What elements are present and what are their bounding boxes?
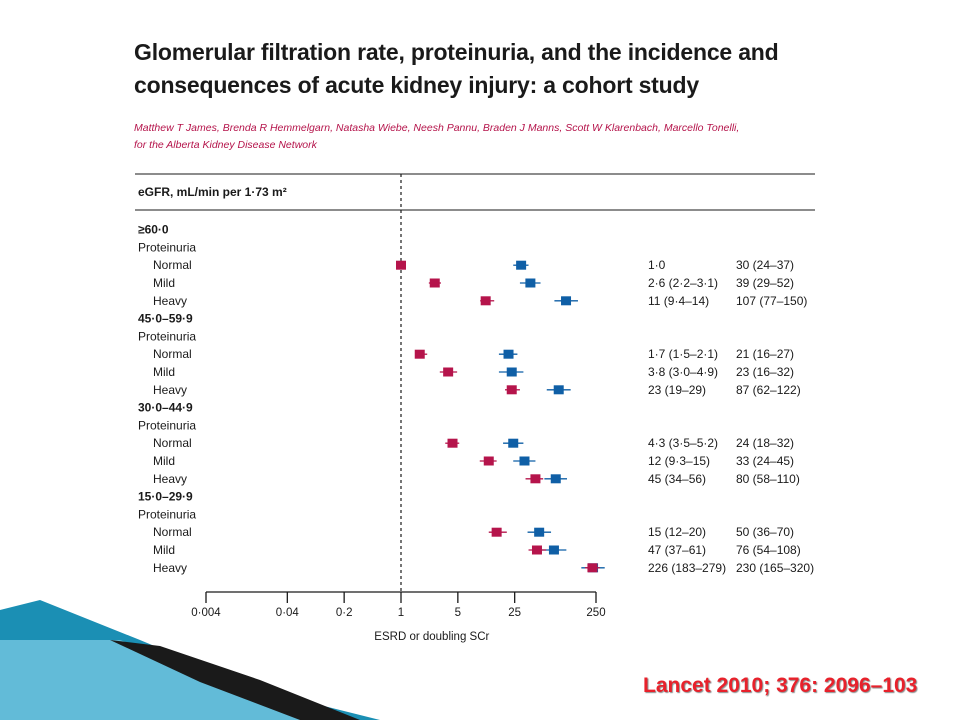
blue-value-label: 33 (24–45) [736, 454, 794, 468]
red-point [531, 545, 542, 555]
x-tick-label: 0·2 [336, 607, 353, 619]
subheader-label: Proteinuria [138, 240, 196, 254]
title-line-1: Glomerular filtration rate, proteinuria,… [134, 39, 779, 65]
blue-point [508, 438, 519, 448]
row-label: Heavy [153, 383, 187, 397]
red-point [429, 278, 440, 288]
citation: Lancet 2010; 376: 2096–103 [643, 674, 918, 697]
blue-value-label: 23 (16–32) [736, 365, 794, 379]
red-value-label: 12 (9·3–15) [648, 454, 710, 468]
blue-point [503, 349, 514, 359]
subheader-label: Proteinuria [138, 507, 196, 521]
red-value-label: 2·6 (2·2–3·1) [648, 276, 718, 290]
group-label: 15·0–29·9 [138, 490, 193, 504]
red-value-label: 4·3 (3·5–5·2) [648, 436, 718, 450]
blue-value-label: 50 (36–70) [736, 525, 794, 539]
blue-point [519, 456, 530, 466]
red-value-label: 15 (12–20) [648, 525, 706, 539]
blue-point [525, 278, 536, 288]
column-header: eGFR, mL/min per 1·73 m² [138, 185, 287, 199]
red-point [483, 456, 494, 466]
paper-title: Glomerular filtration rate, proteinuria,… [134, 36, 854, 102]
group-label: 45·0–59·9 [138, 312, 193, 326]
title-line-2: consequences of acute kidney injury: a c… [134, 72, 699, 98]
x-tick-label: 5 [455, 607, 461, 619]
red-point [530, 474, 541, 484]
x-tick-label: 1 [398, 607, 404, 619]
red-value-label: 45 (34–56) [648, 472, 706, 486]
red-value-label: 23 (19–29) [648, 383, 706, 397]
blue-value-label: 30 (24–37) [736, 258, 794, 272]
blue-point [548, 545, 559, 555]
red-value-label: 1·7 (1·5–2·1) [648, 347, 718, 361]
authors-line-1: Matthew T James, Brenda R Hemmelgarn, Na… [134, 122, 740, 134]
red-value-label: 3·8 (3·0–4·9) [648, 365, 718, 379]
subheader-label: Proteinuria [138, 329, 196, 343]
blue-value-label: 230 (165–320) [736, 561, 814, 575]
blue-point [553, 385, 564, 395]
authors-line-2: for the Alberta Kidney Disease Network [134, 139, 317, 151]
row-label: Mild [153, 276, 175, 290]
red-value-label: 11 (9·4–14) [648, 294, 709, 308]
subheader-label: Proteinuria [138, 418, 196, 432]
red-point [587, 563, 598, 573]
row-label: Normal [153, 525, 192, 539]
red-value-label: 47 (37–61) [648, 543, 706, 557]
red-point [506, 385, 517, 395]
blue-point [561, 296, 572, 306]
group-label: 30·0–44·9 [138, 401, 193, 415]
row-label: Mild [153, 454, 175, 468]
blue-value-label: 39 (29–52) [736, 276, 794, 290]
blue-point [534, 527, 545, 537]
blue-value-label: 24 (18–32) [736, 436, 794, 450]
row-label: Mild [153, 543, 175, 557]
blue-value-label: 107 (77–150) [736, 294, 807, 308]
row-label: Mild [153, 365, 175, 379]
row-label: Heavy [153, 294, 187, 308]
x-tick-label: 250 [586, 607, 605, 619]
red-point [443, 367, 454, 377]
row-label: Normal [153, 436, 192, 450]
blue-value-label: 21 (16–27) [736, 347, 794, 361]
x-tick-label: 0·04 [276, 607, 300, 619]
blue-value-label: 76 (54–108) [736, 543, 801, 557]
red-point [480, 296, 491, 306]
blue-value-label: 87 (62–122) [736, 383, 801, 397]
x-axis-label: ESRD or doubling SCr [374, 631, 489, 643]
red-value-label: 1·0 [648, 258, 666, 272]
blue-point [550, 474, 561, 484]
red-value-label: 226 (183–279) [648, 561, 726, 575]
row-label: Heavy [153, 561, 187, 575]
group-label: ≥60·0 [138, 223, 169, 237]
row-label: Heavy [153, 472, 187, 486]
dark-swoosh [110, 640, 360, 720]
blue-value-label: 80 (58–110) [736, 472, 800, 486]
x-tick-label: 0·004 [191, 607, 221, 619]
row-label: Normal [153, 258, 192, 272]
red-point [491, 527, 502, 537]
red-point [396, 260, 406, 270]
x-tick-label: 25 [508, 607, 521, 619]
row-label: Normal [153, 347, 192, 361]
red-point [447, 438, 458, 448]
author-list: Matthew T James, Brenda R Hemmelgarn, Na… [134, 120, 834, 154]
red-point [414, 349, 425, 359]
blue-point [506, 367, 517, 377]
blue-point [516, 260, 527, 270]
